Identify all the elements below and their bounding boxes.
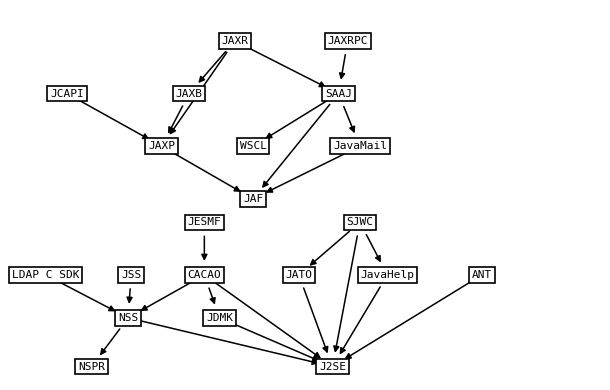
Text: JSS: JSS xyxy=(121,270,142,280)
Text: JAXP: JAXP xyxy=(148,141,175,151)
Text: CACAO: CACAO xyxy=(187,270,221,280)
Text: JESMF: JESMF xyxy=(187,217,221,227)
Text: JavaHelp: JavaHelp xyxy=(361,270,414,280)
Text: SAAJ: SAAJ xyxy=(325,89,352,99)
Text: JCAPI: JCAPI xyxy=(50,89,84,99)
Text: ANT: ANT xyxy=(472,270,492,280)
Text: J2SE: J2SE xyxy=(319,362,346,372)
Text: NSPR: NSPR xyxy=(78,362,105,372)
Text: SJWC: SJWC xyxy=(346,217,373,227)
Text: JAF: JAF xyxy=(243,194,264,204)
Text: JATO: JATO xyxy=(285,270,312,280)
Text: JDMK: JDMK xyxy=(206,313,233,323)
Text: LDAP C SDK: LDAP C SDK xyxy=(12,270,79,280)
Text: NSS: NSS xyxy=(118,313,138,323)
Text: JavaMail: JavaMail xyxy=(333,141,387,151)
Text: JAXR: JAXR xyxy=(221,36,248,46)
Text: JAXRPC: JAXRPC xyxy=(328,36,368,46)
Text: WSCL: WSCL xyxy=(240,141,267,151)
Text: JAXB: JAXB xyxy=(176,89,203,99)
